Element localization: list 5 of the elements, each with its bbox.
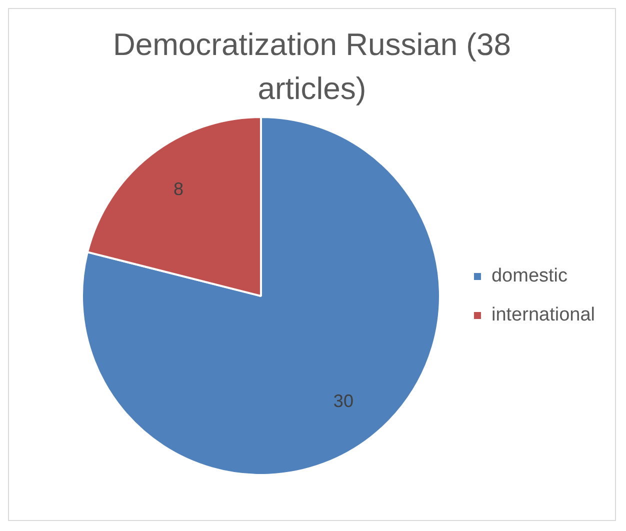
data-label: 8 (174, 179, 184, 200)
legend-label: international (491, 304, 596, 326)
data-label: 30 (333, 390, 354, 411)
legend-label: domestic (491, 266, 568, 287)
chart-title: Democratization Russian (38 articles) (112, 26, 512, 108)
